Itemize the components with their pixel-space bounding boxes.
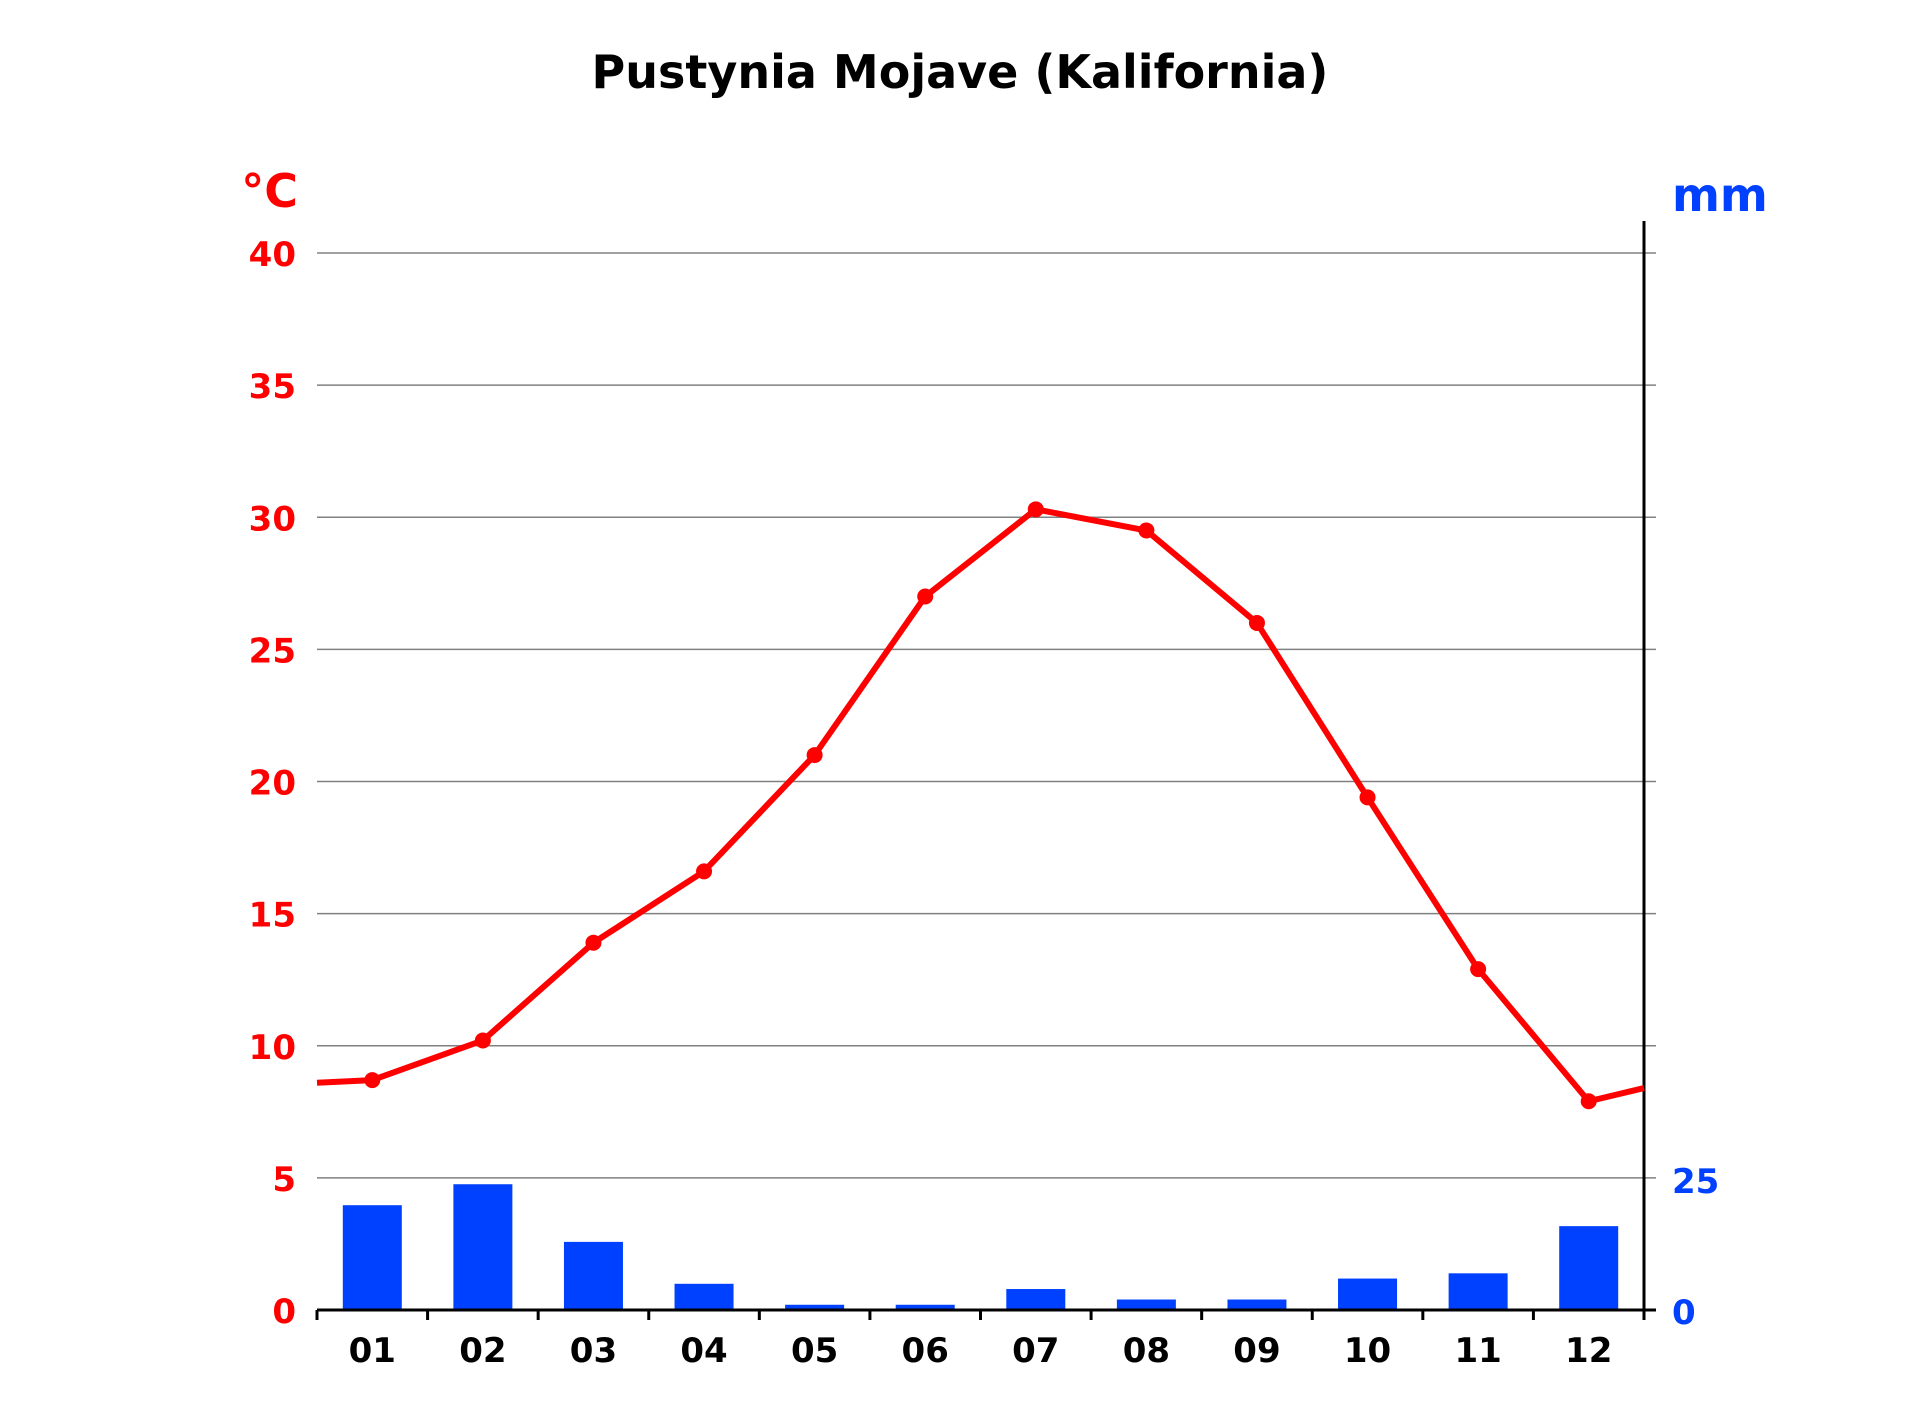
x-axis-label: 09 bbox=[1233, 1331, 1280, 1371]
x-axis-label: 07 bbox=[1012, 1331, 1059, 1371]
precipitation-bar bbox=[453, 1184, 513, 1310]
x-axis-label: 02 bbox=[459, 1331, 506, 1371]
temperature-point bbox=[1138, 522, 1155, 539]
left-axis-tick-label: 20 bbox=[249, 764, 296, 804]
right-axis-ticks: 0 25 bbox=[1672, 1162, 1719, 1333]
precipitation-bar bbox=[1559, 1226, 1619, 1310]
x-axis-ticks bbox=[315, 1310, 1646, 1320]
left-axis-tick-label: 25 bbox=[249, 631, 296, 671]
precipitation-bars bbox=[342, 1184, 1619, 1310]
temperature-point bbox=[917, 588, 934, 605]
x-axis-label: 04 bbox=[680, 1331, 727, 1371]
left-axis-tick-label: 0 bbox=[272, 1292, 296, 1332]
x-axis-label: 11 bbox=[1454, 1331, 1501, 1371]
temperature-point bbox=[806, 747, 823, 764]
temperature-point bbox=[1248, 614, 1265, 631]
left-axis-ticks: 0 5 10 15 20 25 30 35 40 bbox=[249, 235, 296, 1332]
x-axis-label: 12 bbox=[1565, 1331, 1612, 1371]
precipitation-bar bbox=[1116, 1299, 1176, 1310]
left-axis-tick-label: 30 bbox=[249, 499, 296, 539]
temperature-point bbox=[1580, 1093, 1597, 1110]
chart-title: Pustynia Mojave (Kalifornia) bbox=[592, 45, 1329, 99]
precipitation-bar bbox=[785, 1304, 845, 1310]
x-axis-label: 01 bbox=[349, 1331, 396, 1371]
x-axis-label: 05 bbox=[791, 1331, 838, 1371]
precipitation-bar bbox=[1338, 1278, 1398, 1310]
precipitation-bar bbox=[563, 1241, 623, 1310]
precipitation-bar bbox=[1448, 1273, 1508, 1310]
left-axis-tick-label: 10 bbox=[249, 1028, 296, 1068]
temperature-point bbox=[364, 1072, 381, 1089]
x-axis-label: 06 bbox=[902, 1331, 949, 1371]
precipitation-bar bbox=[895, 1304, 955, 1310]
temperature-point bbox=[585, 934, 602, 951]
temperature-point bbox=[1027, 501, 1044, 518]
temperature-polyline bbox=[316, 506, 1645, 1105]
precipitation-bar bbox=[1227, 1299, 1287, 1310]
precipitation-bar bbox=[342, 1205, 402, 1310]
right-axis-unit-label: mm bbox=[1672, 168, 1768, 222]
left-axis-tick-label: 40 bbox=[249, 235, 296, 275]
precipitation-bar bbox=[674, 1283, 734, 1310]
left-axis-tick-label: 35 bbox=[249, 367, 296, 407]
temperature-point bbox=[1470, 961, 1487, 978]
left-axis-tick-label: 15 bbox=[249, 896, 296, 936]
temperature-point bbox=[474, 1032, 491, 1049]
x-axis-label: 08 bbox=[1123, 1331, 1170, 1371]
right-axis-tick-label: 25 bbox=[1672, 1162, 1719, 1202]
precipitation-bar bbox=[1006, 1289, 1066, 1310]
temperature-point bbox=[696, 863, 713, 880]
right-axis-tick-label: 0 bbox=[1672, 1293, 1696, 1333]
x-axis-labels: 01 02 03 04 05 06 07 08 09 10 11 12 bbox=[349, 1331, 1613, 1371]
temperature-point bbox=[1359, 789, 1376, 806]
x-axis-label: 03 bbox=[570, 1331, 617, 1371]
left-axis-unit-label: °C bbox=[241, 164, 298, 218]
gridlines bbox=[317, 252, 1656, 1179]
temperature-line bbox=[316, 501, 1645, 1110]
x-axis-label: 10 bbox=[1344, 1331, 1391, 1371]
left-axis-tick-label: 5 bbox=[272, 1160, 296, 1200]
